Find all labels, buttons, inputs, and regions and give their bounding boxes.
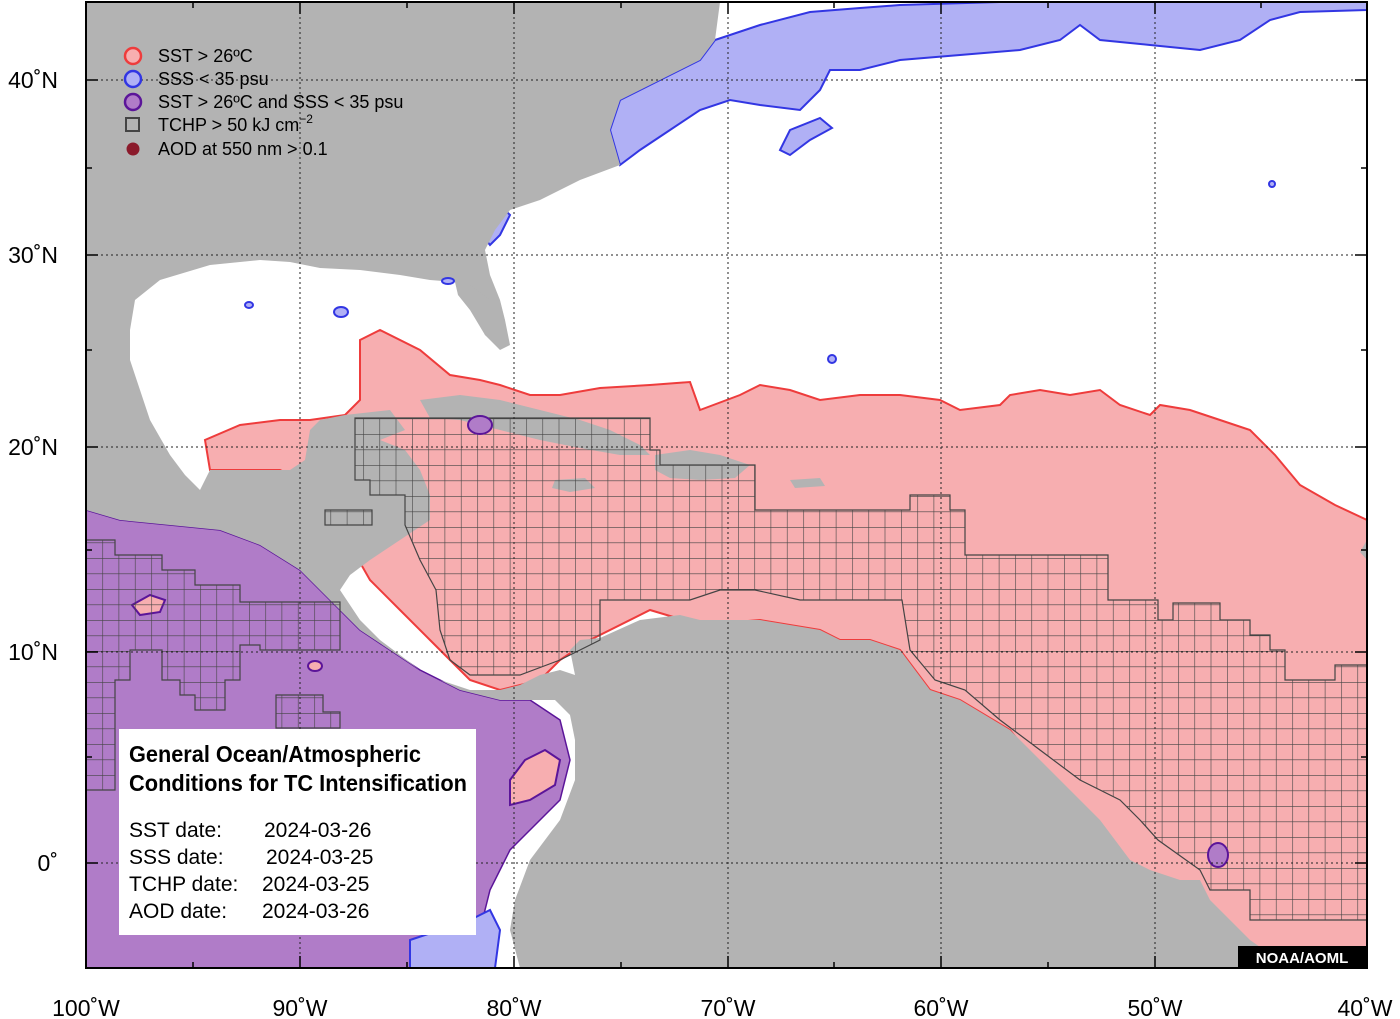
legend-label-sss: SSS < 35 psu [158,69,269,89]
legend-label-aod: AOD at 550 nm > 0.1 [158,139,328,159]
sss-spot [333,306,349,318]
info-box-title-line2: Conditions for TC Intensification [129,770,467,796]
info-box: General Ocean/Atmospheric Conditions for… [119,729,476,935]
land-florida [455,282,510,350]
y-tick-label: 40˚N [8,67,58,93]
y-tick-label: 30˚N [8,242,58,268]
legend-label-sst: SST > 26ºC [158,46,253,66]
sst-date-label: SST date: [129,819,222,842]
y-tick-label: 10˚N [8,639,58,665]
x-tick-label: 60˚W [914,995,969,1019]
y-tick-label: 0˚ [38,850,58,876]
tchp-date-label: TCHP date: [129,873,238,896]
legend-label-tchp-text: TCHP > 50 kJ cm [158,115,299,135]
sss-spot [1268,180,1276,188]
axis-ticks [86,2,1367,968]
land-puerto-rico [790,478,825,488]
aod-dot-icon [126,142,140,156]
sss-region-northeast [608,2,1367,167]
sss-date-label: SSS date: [129,846,224,869]
credit-label: NOAA/AOML [1256,950,1349,967]
tchp-grid-regions [86,417,1367,921]
plot-frame [85,1,1368,969]
info-box-title-line1: General Ocean/Atmospheric [129,741,421,767]
sss-spot [441,277,455,285]
legend-label-tchp-superscript: −2 [299,112,313,126]
sst-date-value: 2024-03-26 [264,819,371,842]
credit-background [1238,946,1367,968]
legend-label-sst-sss: SST > 26ºC and SSS < 35 psu [158,92,403,112]
y-axis-labels: 40˚N 30˚N 20˚N 10˚N 0˚ [8,67,58,876]
tchp-square-icon [125,117,140,132]
sst-sss-spot [467,415,493,435]
sss-circle-icon [123,69,143,89]
x-tick-label: 90˚W [273,995,328,1019]
sss-spot [827,354,837,364]
x-tick-label: 80˚W [487,995,542,1019]
y-tick-label: 20˚N [8,434,58,460]
legend-label-tchp: TCHP > 50 kJ cm−2 [158,112,313,135]
sst-sss-spot [1207,842,1229,868]
legend: SST > 26ºC SSS < 35 psu SST > 26ºC and S… [123,46,403,159]
tchp-date-value: 2024-03-25 [262,873,369,896]
land-north-america [86,2,1290,968]
sss-date-value: 2024-03-25 [266,846,373,869]
x-tick-label: 50˚W [1128,995,1183,1019]
x-tick-label: 100˚W [52,995,120,1019]
sst-region-pacific-blob [509,748,562,807]
sst-circle-icon [123,46,143,66]
sst-sss-spot [307,660,323,672]
x-tick-label: 40˚W [1338,995,1393,1019]
gridlines [86,2,1367,968]
x-axis-labels: 100˚W 90˚W 80˚W 70˚W 60˚W 50˚W 40˚W [52,995,1393,1019]
aod-date-value: 2024-03-26 [262,900,369,923]
credit-badge: NOAA/AOML [1238,946,1367,968]
aod-date-label: AOD date: [129,900,227,923]
x-tick-label: 70˚W [701,995,756,1019]
sss-region-nova [778,116,834,157]
sss-spot [244,301,254,309]
info-box-background [119,729,476,935]
sst-sss-circle-icon [123,92,143,112]
